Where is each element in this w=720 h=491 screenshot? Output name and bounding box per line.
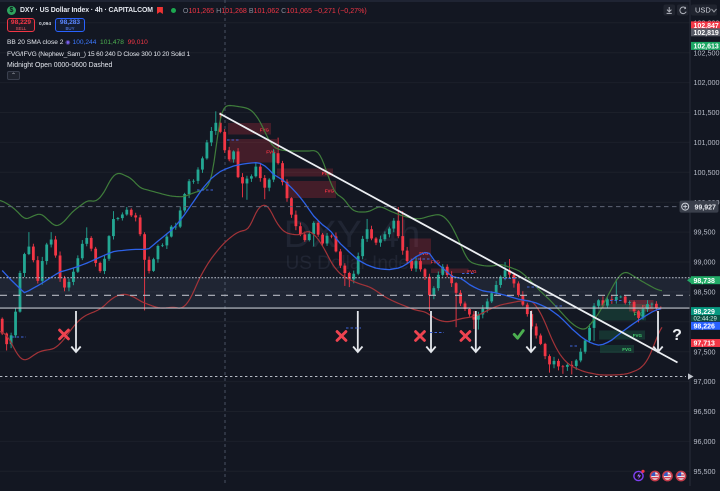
- svg-text:?: ?: [672, 327, 682, 344]
- svg-text:FVG: FVG: [266, 150, 276, 155]
- svg-text:100,500: 100,500: [694, 168, 720, 177]
- svg-text:FVG: FVG: [622, 347, 632, 352]
- svg-text:FVG: FVG: [467, 269, 477, 274]
- svg-text:102,613: 102,613: [694, 44, 719, 51]
- svg-text:02:44:29: 02:44:29: [694, 316, 718, 322]
- svg-text:96,000: 96,000: [694, 437, 716, 446]
- svg-text:99,500: 99,500: [694, 228, 716, 237]
- svg-text:102,819: 102,819: [694, 30, 719, 37]
- svg-text:99,927: 99,927: [695, 204, 717, 211]
- svg-text:97,500: 97,500: [694, 347, 716, 356]
- svg-text:FVG: FVG: [325, 189, 335, 194]
- svg-text:FVG: FVG: [322, 171, 332, 176]
- svg-text:99,000: 99,000: [694, 258, 716, 267]
- svg-text:101,500: 101,500: [694, 108, 720, 117]
- svg-text:97,713: 97,713: [694, 341, 716, 348]
- svg-text:102,500: 102,500: [694, 48, 720, 57]
- svg-text:101,000: 101,000: [694, 138, 720, 147]
- svg-text:US Dollar Index: US Dollar Index: [285, 253, 419, 274]
- svg-text:98,229: 98,229: [694, 309, 716, 316]
- svg-text:FVG: FVG: [633, 333, 643, 338]
- svg-text:95,500: 95,500: [694, 467, 716, 476]
- svg-text:98,500: 98,500: [694, 288, 716, 297]
- svg-text:96,500: 96,500: [694, 407, 716, 416]
- svg-text:102,847: 102,847: [694, 23, 719, 30]
- svg-text:98,226: 98,226: [694, 324, 716, 331]
- svg-text:97,000: 97,000: [694, 377, 716, 386]
- svg-text:102,000: 102,000: [694, 78, 720, 87]
- svg-text:USD: USD: [695, 6, 711, 15]
- svg-text:98,738: 98,738: [694, 278, 716, 285]
